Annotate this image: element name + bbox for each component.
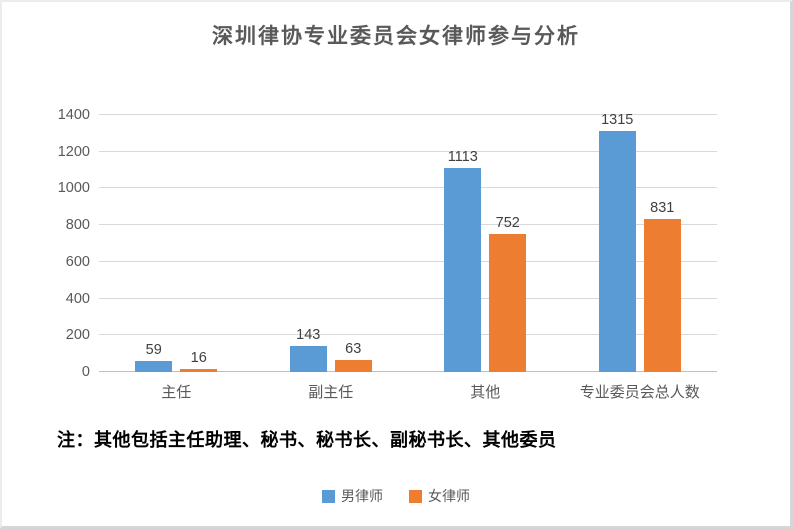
gridline xyxy=(99,260,717,262)
note-text: 注：其他包括主任助理、秘书、秘书长、副秘书长、其他委员 xyxy=(57,430,557,450)
data-label: 1315 xyxy=(601,111,634,128)
bar-group: 1315 831 xyxy=(563,111,718,372)
y-tick-label: 1000 xyxy=(57,180,90,197)
bar-groups: 59 16 143 63 1113 752 1315 831 xyxy=(99,111,718,372)
gridline xyxy=(99,187,717,189)
data-label: 143 xyxy=(296,326,321,343)
bar-wrap: 1113 xyxy=(444,115,482,372)
bar-wrap: 63 xyxy=(334,115,372,372)
bar-wrap: 59 xyxy=(135,115,173,372)
bar-wrap: 752 xyxy=(489,115,527,372)
bar-series-0 xyxy=(598,130,636,372)
bar-group: 143 63 xyxy=(254,115,409,372)
gridline xyxy=(99,224,717,226)
bar-series-1 xyxy=(180,369,218,372)
bar-group: 1113 752 xyxy=(408,115,563,372)
legend-swatch-icon xyxy=(409,489,422,503)
data-label: 16 xyxy=(190,350,207,367)
bar-wrap: 1315 xyxy=(598,111,636,372)
y-tick-label: 1400 xyxy=(57,107,90,123)
bar-group: 59 16 xyxy=(99,115,254,372)
x-tick-label: 副主任 xyxy=(308,384,354,401)
y-tick-label: 800 xyxy=(65,217,90,234)
y-tick-label: 1200 xyxy=(57,143,90,160)
bar-wrap: 143 xyxy=(289,115,327,372)
y-tick-label: 600 xyxy=(65,253,90,270)
gridline xyxy=(99,334,717,336)
legend-item: 男律师 xyxy=(322,486,383,506)
plot-area: 59 16 143 63 1113 752 1315 831 xyxy=(99,111,718,372)
y-axis: 0 200 400 600 800 1000 1200 1400 xyxy=(22,107,90,380)
x-tick-label: 其他 xyxy=(470,384,501,401)
gridline xyxy=(99,297,717,299)
gridline xyxy=(99,114,717,115)
data-label: 63 xyxy=(345,341,362,358)
legend-swatch-icon xyxy=(322,489,335,503)
x-tick-label: 专业委员会总人数 xyxy=(579,384,700,401)
bar-series-0 xyxy=(135,361,173,372)
data-label: 59 xyxy=(145,342,162,359)
x-axis-line xyxy=(99,371,717,372)
data-label: 752 xyxy=(495,214,520,231)
legend-label: 女律师 xyxy=(428,488,470,504)
bar-series-0 xyxy=(444,167,482,372)
gridline xyxy=(99,150,717,152)
bar-series-1 xyxy=(489,233,527,372)
bar-series-1 xyxy=(334,360,372,372)
data-label: 831 xyxy=(650,200,675,217)
bar-series-0 xyxy=(289,345,327,372)
x-axis-labels: 主任 副主任 其他 专业委员会总人数 xyxy=(99,381,717,402)
chart-title: 深圳律协专业委员会女律师参与分析 xyxy=(212,24,580,48)
legend-item: 女律师 xyxy=(409,486,470,506)
bar-wrap: 831 xyxy=(643,115,681,372)
legend-label: 男律师 xyxy=(341,488,383,504)
bar-series-1 xyxy=(643,219,681,372)
data-label: 1113 xyxy=(447,148,478,165)
y-tick-label: 200 xyxy=(65,327,90,344)
x-tick-label: 主任 xyxy=(161,384,192,401)
legend: 男律师 女律师 xyxy=(2,486,790,506)
y-tick-label: 0 xyxy=(81,364,90,380)
y-tick-label: 400 xyxy=(65,290,90,307)
bar-wrap: 16 xyxy=(180,115,218,372)
